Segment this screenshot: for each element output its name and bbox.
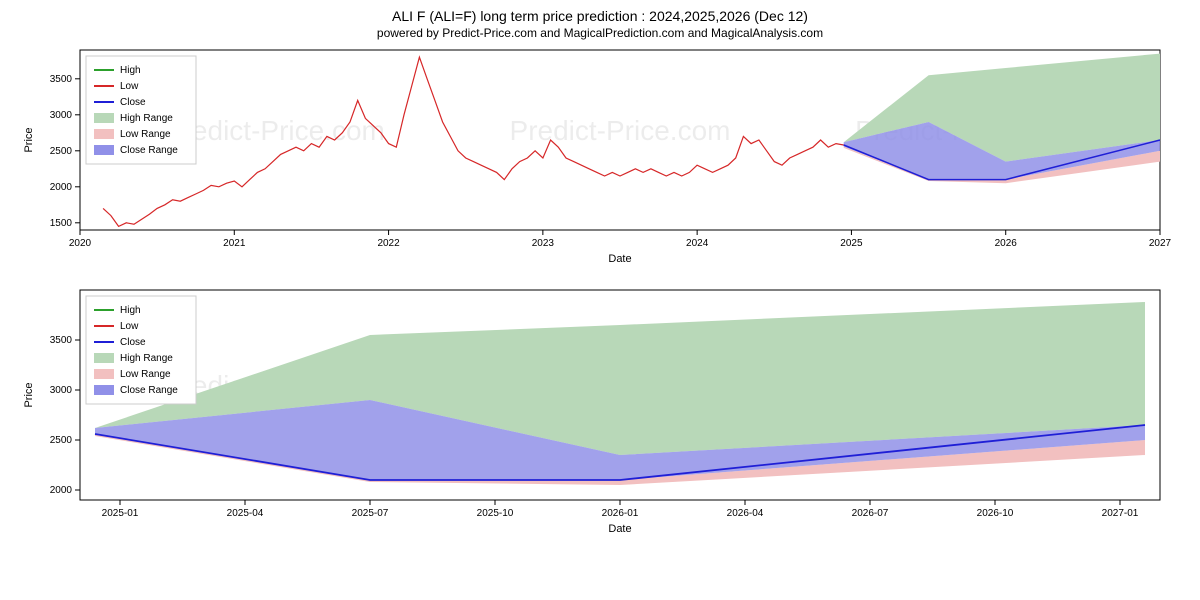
ytick-label: 3000 — [50, 110, 73, 121]
legend-label: Close Range — [120, 145, 178, 156]
xtick-label: 2027 — [1149, 238, 1172, 249]
xtick-label: 2026-04 — [727, 508, 764, 519]
legend-label: High — [120, 65, 141, 76]
figure-subtitle: powered by Predict-Price.com and Magical… — [0, 24, 1200, 40]
legend-label: Close — [120, 337, 146, 348]
legend-label: High Range — [120, 113, 173, 124]
x-axis-label: Date — [608, 253, 631, 265]
watermark-text: Predict-Price.com — [164, 115, 385, 146]
legend-swatch — [94, 129, 114, 139]
legend-label: High — [120, 305, 141, 316]
x-axis-label: Date — [608, 523, 631, 535]
legend-label: Low Range — [120, 369, 171, 380]
legend-swatch — [94, 145, 114, 155]
legend-label: Low Range — [120, 129, 171, 140]
legend-label: Low — [120, 321, 139, 332]
legend-label: Close — [120, 97, 146, 108]
xtick-label: 2026-10 — [977, 508, 1014, 519]
ytick-label: 2500 — [50, 435, 73, 446]
xtick-label: 2021 — [223, 238, 246, 249]
xtick-label: 2024 — [686, 238, 709, 249]
xtick-label: 2026-07 — [852, 508, 889, 519]
ytick-label: 3500 — [50, 335, 73, 346]
chart-bottom-wrap: Predict-Price.comPredict-Price.comPredic… — [0, 280, 1200, 570]
xtick-label: 2026-01 — [602, 508, 639, 519]
ytick-label: 2000 — [50, 485, 73, 496]
figure-container: ALI F (ALI=F) long term price prediction… — [0, 0, 1200, 600]
ytick-label: 3500 — [50, 74, 73, 85]
legend-swatch — [94, 385, 114, 395]
legend-swatch — [94, 369, 114, 379]
legend-label: Low — [120, 81, 139, 92]
legend-swatch — [94, 353, 114, 363]
xtick-label: 2023 — [532, 238, 555, 249]
chart-top: Predict-Price.comPredict-Price.comPredic… — [0, 40, 1200, 280]
legend-label: Close Range — [120, 385, 178, 396]
xtick-label: 2025-04 — [227, 508, 264, 519]
xtick-label: 2025-01 — [102, 508, 139, 519]
xtick-label: 2022 — [377, 238, 400, 249]
ytick-label: 1500 — [50, 218, 73, 229]
xtick-label: 2026 — [995, 238, 1018, 249]
y-axis-label: Price — [23, 127, 35, 152]
xtick-label: 2025 — [840, 238, 863, 249]
ytick-label: 2000 — [50, 182, 73, 193]
legend-label: High Range — [120, 353, 173, 364]
figure-title: ALI F (ALI=F) long term price prediction… — [0, 0, 1200, 24]
chart-bottom: Predict-Price.comPredict-Price.comPredic… — [0, 280, 1200, 570]
xtick-label: 2027-01 — [1102, 508, 1139, 519]
ytick-label: 3000 — [50, 385, 73, 396]
xtick-label: 2025-07 — [352, 508, 389, 519]
watermark-text: Predict-Price.com — [510, 115, 731, 146]
xtick-label: 2020 — [69, 238, 92, 249]
chart-top-wrap: Predict-Price.comPredict-Price.comPredic… — [0, 40, 1200, 280]
y-axis-label: Price — [23, 382, 35, 407]
legend-swatch — [94, 113, 114, 123]
ytick-label: 2500 — [50, 146, 73, 157]
xtick-label: 2025-10 — [477, 508, 514, 519]
